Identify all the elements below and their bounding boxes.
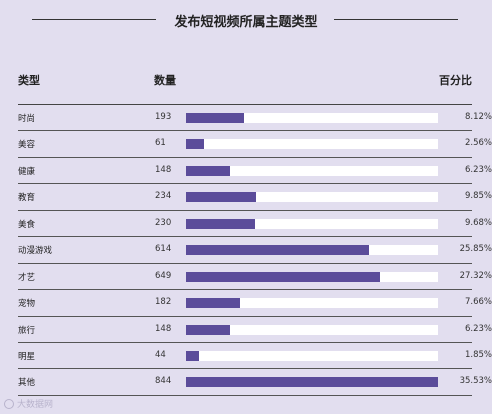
category-label: 健康 [18,166,36,177]
bar-track [186,113,438,123]
percent-value: 35.53% [459,376,492,387]
table-row: 美食 230 9.68% [18,211,492,238]
category-label: 明星 [18,351,36,362]
percent-value: 9.85% [464,191,492,202]
table-row: 宠物 182 7.66% [18,290,492,317]
bar-fill [186,377,438,388]
bar-track [186,139,438,150]
table-row: 时尚 193 8.12% [18,105,492,132]
bar-track [186,192,438,203]
table-row: 美容 61 2.56% [18,131,492,158]
count-value: 148 [155,323,172,334]
bar-fill [186,139,205,150]
bar-fill [186,324,231,335]
bar-fill [186,218,255,229]
bar-track [186,324,438,335]
header-divider [18,104,472,105]
bar-fill [186,113,244,123]
bar-fill [186,350,200,361]
bar-fill [186,298,241,309]
column-header-count: 数量 [154,74,176,87]
table-row: 健康 148 6.23% [18,158,492,185]
percent-value: 6.23% [464,323,492,334]
bar-track [186,218,438,229]
percent-value: 25.85% [459,244,492,255]
table-row: 其他 844 35.53% [18,369,492,396]
bar-track [186,165,438,176]
bar-fill [186,245,370,256]
category-label: 旅行 [18,325,36,336]
count-value: 230 [155,217,172,228]
bar-track [186,350,438,361]
percent-value: 2.56% [464,138,492,149]
percent-value: 6.23% [464,164,492,175]
category-label: 动漫游戏 [18,246,53,257]
title-rule-right [334,19,458,20]
percent-value: 27.32% [459,270,492,281]
watermark-text: 大数据网 [17,400,54,410]
watermark-logo-icon [4,398,14,409]
category-label: 美容 [18,140,36,151]
column-header-type: 类型 [18,74,40,87]
table-row: 才艺 649 27.32% [18,264,492,291]
category-label: 宠物 [18,299,36,310]
table-row: 明星 44 1.85% [18,343,492,370]
title-rule-left [32,19,156,20]
percent-value: 1.85% [464,349,492,360]
count-value: 234 [155,191,172,202]
chart-title: 发布短视频所属主题类型 [168,10,324,30]
count-value: 44 [155,349,166,360]
percent-value: 9.68% [464,217,492,228]
count-value: 844 [155,376,172,387]
count-value: 614 [155,244,172,255]
bar-track [186,245,438,256]
bar-track [186,377,438,388]
bar-fill [186,192,256,203]
column-header-percent: 百分比 [439,74,472,87]
bar-track [186,298,438,309]
count-value: 193 [155,112,172,122]
watermark: 大数据网 [4,397,53,410]
percent-value: 7.66% [464,297,492,308]
bar-track [186,271,438,282]
table-row: 旅行 148 6.23% [18,317,492,343]
percent-value: 8.12% [464,112,492,122]
count-value: 649 [155,270,172,281]
table-row: 教育 234 9.85% [18,184,492,211]
category-label: 美食 [18,219,36,230]
category-label: 教育 [18,193,36,204]
bar-fill [186,165,231,176]
category-label: 其他 [18,378,36,389]
category-label: 才艺 [18,272,36,283]
chart-title-area: 发布短视频所属主题类型 [0,8,492,32]
table-row: 动漫游戏 614 25.85% [18,237,492,264]
count-value: 61 [155,138,166,149]
category-label: 时尚 [18,114,36,124]
bar-fill [186,271,380,282]
count-value: 148 [155,164,172,175]
chart-rows: 时尚 193 8.12% 美容 61 2.56% 健康 148 6.23% 教育 234 9.85% 美… [18,105,492,396]
count-value: 182 [155,297,172,308]
